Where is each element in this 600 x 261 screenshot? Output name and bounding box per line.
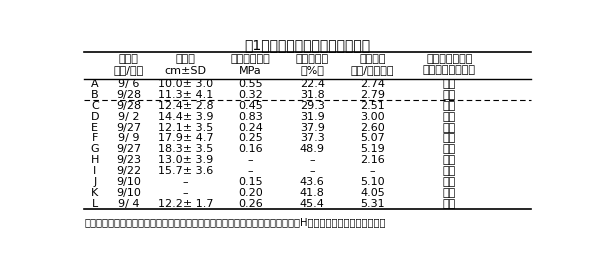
Text: 31.9: 31.9: [300, 112, 325, 122]
Text: D: D: [91, 112, 99, 122]
Text: なし: なし: [443, 199, 456, 209]
Text: 12.4± 2.8: 12.4± 2.8: [158, 101, 213, 111]
Text: –: –: [182, 188, 188, 198]
Text: 0.83: 0.83: [238, 112, 263, 122]
Text: 円錐貫入抵抗: 円錐貫入抵抗: [230, 54, 271, 64]
Text: 10.0± 3.0: 10.0± 3.0: [158, 79, 213, 89]
Text: F: F: [92, 133, 98, 144]
Text: –: –: [182, 177, 188, 187]
Text: 13.0± 3.9: 13.0± 3.9: [158, 155, 213, 165]
Text: L: L: [92, 199, 98, 209]
Text: 競合: 競合: [443, 177, 456, 187]
Text: 5.10: 5.10: [360, 177, 385, 187]
Text: 0.15: 0.15: [238, 177, 263, 187]
Text: 22.4: 22.4: [299, 79, 325, 89]
Text: 9/28: 9/28: [116, 101, 141, 111]
Text: 18.3± 3.5: 18.3± 3.5: [158, 144, 213, 154]
Text: 2.74: 2.74: [360, 79, 385, 89]
Text: cm±SD: cm±SD: [164, 66, 206, 75]
Text: 41.8: 41.8: [300, 188, 325, 198]
Text: なし: なし: [443, 112, 456, 122]
Text: 11.3± 4.1: 11.3± 4.1: [158, 90, 213, 100]
Text: 9/22: 9/22: [116, 166, 141, 176]
Text: 14.4± 3.9: 14.4± 3.9: [158, 112, 213, 122]
Text: B: B: [91, 90, 98, 100]
Text: 9/ 6: 9/ 6: [118, 79, 139, 89]
Text: 2.16: 2.16: [360, 155, 385, 165]
Text: –: –: [310, 155, 315, 165]
Text: 4.05: 4.05: [360, 188, 385, 198]
Text: 15.7± 3.6: 15.7± 3.6: [158, 166, 213, 176]
Text: 競合: 競合: [443, 133, 456, 144]
Text: （%）: （%）: [300, 66, 324, 75]
Text: 競合: 競合: [443, 188, 456, 198]
Text: 9/10: 9/10: [116, 177, 141, 187]
Text: 9/23: 9/23: [116, 155, 141, 165]
Text: K: K: [91, 188, 98, 198]
Text: 2.51: 2.51: [360, 101, 385, 111]
Text: 31.8: 31.8: [300, 90, 325, 100]
Text: 9/28: 9/28: [116, 90, 141, 100]
Text: 37.3: 37.3: [300, 133, 325, 144]
Text: 48.9: 48.9: [299, 144, 325, 154]
Text: 9/ 9: 9/ 9: [118, 133, 139, 144]
Text: G: G: [91, 144, 99, 154]
Text: 9/ 2: 9/ 2: [118, 112, 139, 122]
Text: –: –: [310, 166, 315, 176]
Text: 0.16: 0.16: [238, 144, 263, 154]
Text: 競合: 競合: [443, 155, 456, 165]
Text: 9/ 4: 9/ 4: [118, 199, 139, 209]
Text: C: C: [91, 101, 98, 111]
Text: （分/ロール）: （分/ロール）: [351, 66, 394, 75]
Text: 5.31: 5.31: [360, 199, 385, 209]
Text: 土壌含水率: 土壌含水率: [296, 54, 329, 64]
Text: 0.55: 0.55: [238, 79, 263, 89]
Text: （月/日）: （月/日）: [113, 66, 143, 75]
Text: 2.79: 2.79: [360, 90, 385, 100]
Text: 競合: 競合: [443, 166, 456, 176]
Text: H: H: [91, 155, 99, 165]
Text: 0.45: 0.45: [238, 101, 263, 111]
Text: 45.4: 45.4: [300, 199, 325, 209]
Text: –: –: [370, 166, 376, 176]
Text: なし: なし: [443, 101, 456, 111]
Text: なし: なし: [443, 144, 456, 154]
Text: E: E: [91, 122, 98, 133]
Text: 12.2± 1.7: 12.2± 1.7: [158, 199, 213, 209]
Text: 9/10: 9/10: [116, 188, 141, 198]
Text: 12.1± 3.5: 12.1± 3.5: [158, 122, 213, 133]
Text: 2.60: 2.60: [360, 122, 385, 133]
Text: 刈高さ: 刈高さ: [176, 54, 196, 64]
Text: I: I: [93, 166, 97, 176]
Text: –: –: [248, 155, 253, 165]
Text: 0.25: 0.25: [238, 133, 263, 144]
Text: 9/27: 9/27: [116, 122, 141, 133]
Text: 0.32: 0.32: [238, 90, 263, 100]
Text: J: J: [93, 177, 97, 187]
Text: 43.6: 43.6: [300, 177, 325, 187]
Text: 収穫期: 収穫期: [119, 54, 139, 64]
Text: 作業能率: 作業能率: [359, 54, 386, 64]
Text: MPa: MPa: [239, 66, 262, 75]
Text: 17.9± 4.7: 17.9± 4.7: [158, 133, 213, 144]
Text: 37.9: 37.9: [300, 122, 325, 133]
Text: 29.3: 29.3: [300, 101, 325, 111]
Text: 0.20: 0.20: [238, 188, 263, 198]
Text: 収穫作業時の競合: 収穫作業時の競合: [423, 66, 476, 75]
Text: 表1　収穫時の作業性と作業競合: 表1 収穫時の作業性と作業競合: [244, 38, 371, 52]
Text: 0.24: 0.24: [238, 122, 263, 133]
Text: なし: なし: [443, 90, 456, 100]
Text: 5.07: 5.07: [360, 133, 385, 144]
Text: 5.19: 5.19: [360, 144, 385, 154]
Text: –: –: [248, 166, 253, 176]
Text: 0.26: 0.26: [238, 199, 263, 209]
Text: A: A: [91, 79, 98, 89]
Text: なし: なし: [443, 79, 456, 89]
Text: 3.00: 3.00: [360, 112, 385, 122]
Text: 注）作業能率は飼料イネ用ロールベーラとベールラッパの各１台の利用を基本。Hはベールラッパを２台利用。: 注）作業能率は飼料イネ用ロールベーラとベールラッパの各１台の利用を基本。Hはベー…: [84, 217, 386, 227]
Text: 9/27: 9/27: [116, 144, 141, 154]
Text: コシヒカリとの: コシヒカリとの: [426, 54, 473, 64]
Text: なし: なし: [443, 122, 456, 133]
